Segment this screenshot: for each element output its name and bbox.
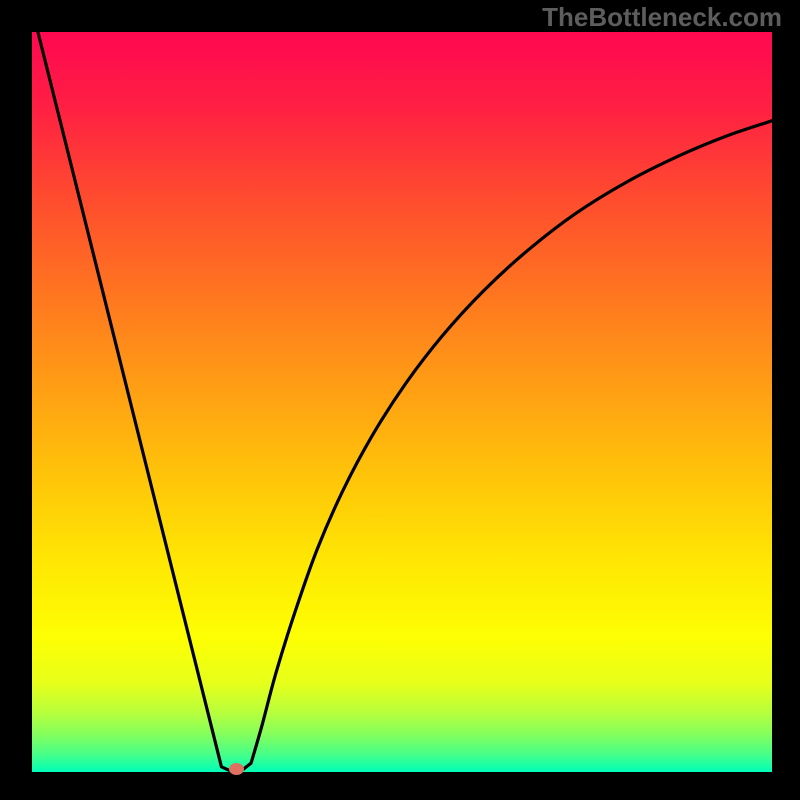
bottleneck-curve xyxy=(38,32,772,771)
figure-root: TheBottleneck.com xyxy=(0,0,800,800)
watermark-text: TheBottleneck.com xyxy=(542,2,782,33)
minimum-marker xyxy=(229,763,244,775)
plot-area xyxy=(32,32,772,772)
curve-layer xyxy=(32,32,772,772)
